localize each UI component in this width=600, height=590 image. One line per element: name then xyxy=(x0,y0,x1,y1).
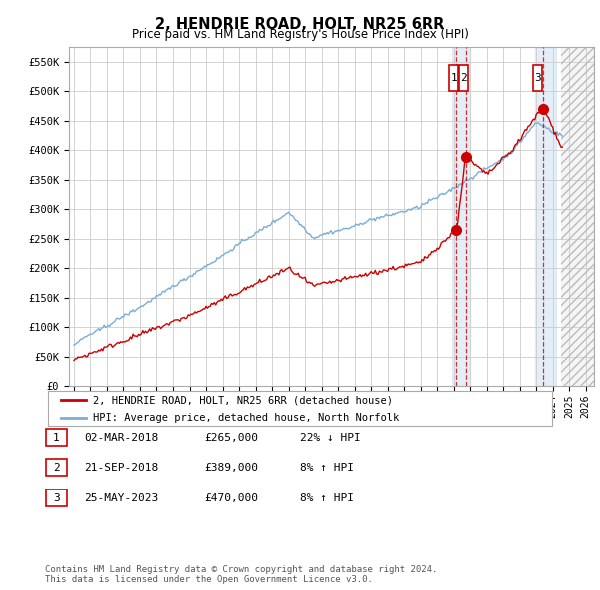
Text: Price paid vs. HM Land Registry's House Price Index (HPI): Price paid vs. HM Land Registry's House … xyxy=(131,28,469,41)
Text: 8% ↑ HPI: 8% ↑ HPI xyxy=(300,493,354,503)
Bar xyxy=(561,47,594,386)
FancyBboxPatch shape xyxy=(449,65,458,91)
Text: 3: 3 xyxy=(53,493,60,503)
Text: 21-SEP-2018: 21-SEP-2018 xyxy=(84,463,158,473)
Text: 22% ↓ HPI: 22% ↓ HPI xyxy=(300,433,361,442)
Text: 02-MAR-2018: 02-MAR-2018 xyxy=(84,433,158,442)
FancyBboxPatch shape xyxy=(46,430,67,446)
FancyBboxPatch shape xyxy=(46,460,67,476)
Text: 2: 2 xyxy=(460,73,467,83)
Text: 3: 3 xyxy=(535,73,541,83)
Text: 1: 1 xyxy=(450,73,457,83)
Text: 25-MAY-2023: 25-MAY-2023 xyxy=(84,493,158,503)
FancyBboxPatch shape xyxy=(48,391,552,426)
Text: Contains HM Land Registry data © Crown copyright and database right 2024.
This d: Contains HM Land Registry data © Crown c… xyxy=(45,565,437,584)
Bar xyxy=(561,47,594,386)
Bar xyxy=(452,47,470,386)
FancyBboxPatch shape xyxy=(533,65,542,91)
Text: 2: 2 xyxy=(53,463,60,473)
Text: £389,000: £389,000 xyxy=(204,463,258,473)
Bar xyxy=(535,47,556,386)
Text: £265,000: £265,000 xyxy=(204,433,258,442)
Text: 2, HENDRIE ROAD, HOLT, NR25 6RR (detached house): 2, HENDRIE ROAD, HOLT, NR25 6RR (detache… xyxy=(94,395,394,405)
FancyBboxPatch shape xyxy=(46,490,67,506)
Text: 8% ↑ HPI: 8% ↑ HPI xyxy=(300,463,354,473)
Text: £470,000: £470,000 xyxy=(204,493,258,503)
Text: 2, HENDRIE ROAD, HOLT, NR25 6RR: 2, HENDRIE ROAD, HOLT, NR25 6RR xyxy=(155,17,445,31)
Text: 1: 1 xyxy=(53,433,60,442)
FancyBboxPatch shape xyxy=(459,65,468,91)
Text: HPI: Average price, detached house, North Norfolk: HPI: Average price, detached house, Nort… xyxy=(94,413,400,423)
